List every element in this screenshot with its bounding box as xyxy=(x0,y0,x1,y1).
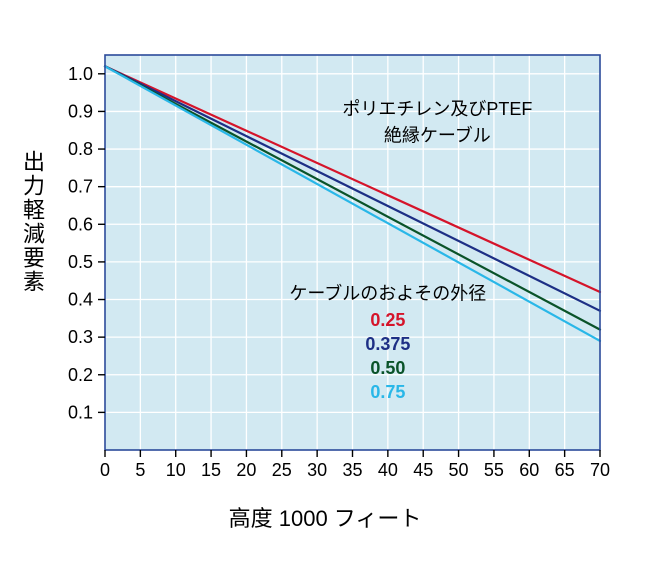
svg-text:絶縁ケーブル: 絶縁ケーブル xyxy=(384,125,491,146)
svg-text:0.50: 0.50 xyxy=(370,358,405,378)
svg-text:20: 20 xyxy=(236,460,256,480)
svg-text:65: 65 xyxy=(555,460,575,480)
svg-text:25: 25 xyxy=(272,460,292,480)
svg-text:0.8: 0.8 xyxy=(68,139,93,159)
svg-text:0.6: 0.6 xyxy=(68,214,93,234)
svg-text:45: 45 xyxy=(413,460,433,480)
svg-text:30: 30 xyxy=(307,460,327,480)
svg-text:1.0: 1.0 xyxy=(68,64,93,84)
svg-text:60: 60 xyxy=(519,460,539,480)
svg-text:5: 5 xyxy=(135,460,145,480)
svg-text:15: 15 xyxy=(201,460,221,480)
svg-text:0.7: 0.7 xyxy=(68,177,93,197)
svg-text:55: 55 xyxy=(484,460,504,480)
chart-page: 出力軽減要素 高度 1000 フィート 05101520253035404550… xyxy=(0,0,650,563)
svg-text:0.4: 0.4 xyxy=(68,290,93,310)
svg-text:70: 70 xyxy=(590,460,610,480)
svg-text:0.5: 0.5 xyxy=(68,252,93,272)
svg-text:10: 10 xyxy=(166,460,186,480)
svg-text:0.3: 0.3 xyxy=(68,327,93,347)
svg-text:0.1: 0.1 xyxy=(68,402,93,422)
svg-text:0.75: 0.75 xyxy=(370,382,405,402)
svg-text:0.2: 0.2 xyxy=(68,365,93,385)
svg-text:ポリエチレン及びPTEF: ポリエチレン及びPTEF xyxy=(342,99,532,119)
svg-text:35: 35 xyxy=(342,460,362,480)
svg-text:ケーブルのおよその外径: ケーブルのおよその外径 xyxy=(289,283,486,304)
svg-text:0: 0 xyxy=(100,460,110,480)
svg-text:0.25: 0.25 xyxy=(370,310,405,330)
svg-text:50: 50 xyxy=(449,460,469,480)
chart-svg: 0 5 10 15 20 25 30 35 40 45 50 55 60 65 70 0.1 0.2 0.3 0.4… xyxy=(0,0,650,563)
svg-text:40: 40 xyxy=(378,460,398,480)
svg-text:0.375: 0.375 xyxy=(365,334,410,354)
svg-text:0.9: 0.9 xyxy=(68,101,93,121)
